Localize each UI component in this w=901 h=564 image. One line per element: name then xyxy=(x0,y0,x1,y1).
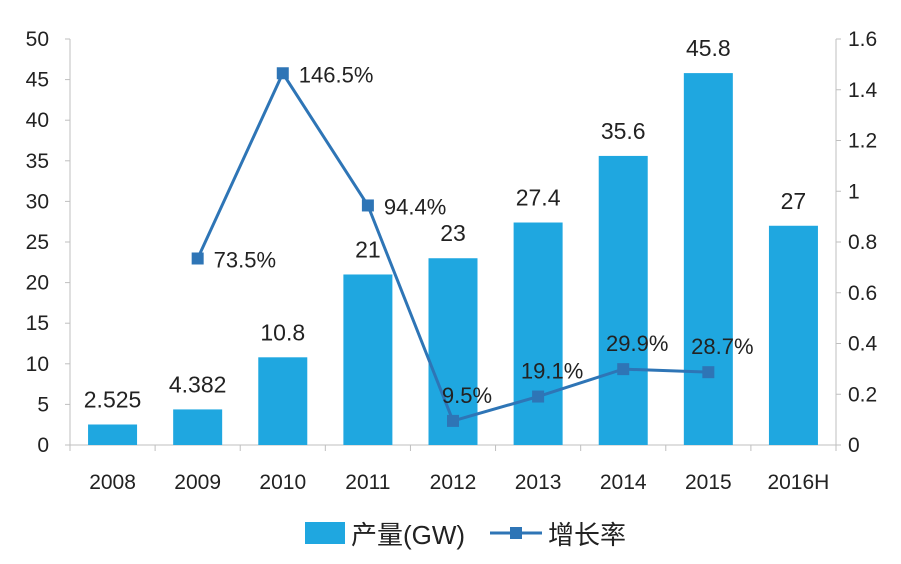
x-tick-label: 2011 xyxy=(345,471,390,494)
growth-rate-marker xyxy=(361,199,374,212)
y-right-tick-label: 0.2 xyxy=(848,383,877,406)
growth-rate-label: 73.5% xyxy=(214,247,276,272)
y-left-tick-label: 0 xyxy=(37,434,49,457)
bar xyxy=(343,274,393,445)
growth-rate-label: 9.5% xyxy=(442,383,492,408)
growth-rate-marker xyxy=(447,414,459,427)
y-right-tick-label: 0.4 xyxy=(848,333,878,356)
bar xyxy=(173,409,223,445)
bar xyxy=(428,258,478,445)
y-right-tick-label: 1.6 xyxy=(848,28,877,51)
growth-rate-label: 146.5% xyxy=(299,62,374,87)
y-left-tick-label: 20 xyxy=(26,272,49,295)
y-right-tick-label: 0 xyxy=(848,434,860,457)
y-left-tick-label: 5 xyxy=(37,393,49,416)
bar-data-label: 4.382 xyxy=(169,371,227,397)
legend-bar-swatch xyxy=(305,522,345,544)
y-left-tick-label: 15 xyxy=(26,312,49,335)
y-right-tick-label: 0.8 xyxy=(848,231,877,254)
y-left-tick-label: 10 xyxy=(26,353,49,376)
bar-data-label: 27.4 xyxy=(516,185,561,211)
bar-data-label: 35.6 xyxy=(601,118,646,144)
bar xyxy=(258,357,308,445)
x-tick-label: 2009 xyxy=(174,471,221,494)
x-tick-label: 2014 xyxy=(600,471,647,494)
growth-rate-label: 19.1% xyxy=(521,359,583,384)
y-right-tick-label: 0.6 xyxy=(848,282,877,305)
y-left-tick-label: 40 xyxy=(26,109,49,132)
x-tick-label: 2015 xyxy=(685,471,732,494)
legend-line-marker xyxy=(510,527,522,539)
x-tick-label: 2010 xyxy=(259,471,306,494)
y-left-tick-label: 50 xyxy=(26,28,49,51)
growth-rate-label: 28.7% xyxy=(691,334,753,359)
bar xyxy=(88,424,138,445)
growth-rate-marker xyxy=(617,363,630,376)
x-tick-label: 2012 xyxy=(430,471,477,494)
bar-data-label: 23 xyxy=(440,220,466,246)
growth-rate-marker xyxy=(276,67,289,80)
growth-rate-marker xyxy=(191,252,204,265)
growth-rate-marker xyxy=(532,390,545,403)
bar-data-label: 2.525 xyxy=(84,386,142,412)
y-right-tick-label: 1.4 xyxy=(848,79,878,102)
y-left-tick-label: 35 xyxy=(26,150,49,173)
y-right-tick-label: 1.2 xyxy=(848,130,877,153)
x-tick-label: 2013 xyxy=(515,471,562,494)
growth-rate-marker xyxy=(702,366,715,379)
growth-rate-label: 29.9% xyxy=(606,331,668,356)
x-tick-label: 2008 xyxy=(89,471,136,494)
y-left-tick-label: 30 xyxy=(26,190,49,213)
growth-rate-label: 94.4% xyxy=(384,194,446,219)
y-left-tick-label: 45 xyxy=(26,69,49,92)
bar-data-label: 45.8 xyxy=(686,35,731,61)
bar xyxy=(768,225,818,445)
legend-line-label: 增长率 xyxy=(548,520,626,550)
bar-data-label: 21 xyxy=(355,236,381,262)
y-left-tick-label: 25 xyxy=(26,231,49,254)
bar-data-label: 10.8 xyxy=(260,319,305,345)
legend-bar-label: 产量(GW) xyxy=(351,520,465,550)
bar xyxy=(683,73,733,445)
x-tick-label: 2016H xyxy=(767,471,829,494)
bar xyxy=(598,155,648,446)
bar-data-label: 27 xyxy=(781,188,807,214)
y-right-tick-label: 1 xyxy=(848,180,860,203)
bar xyxy=(513,222,563,445)
